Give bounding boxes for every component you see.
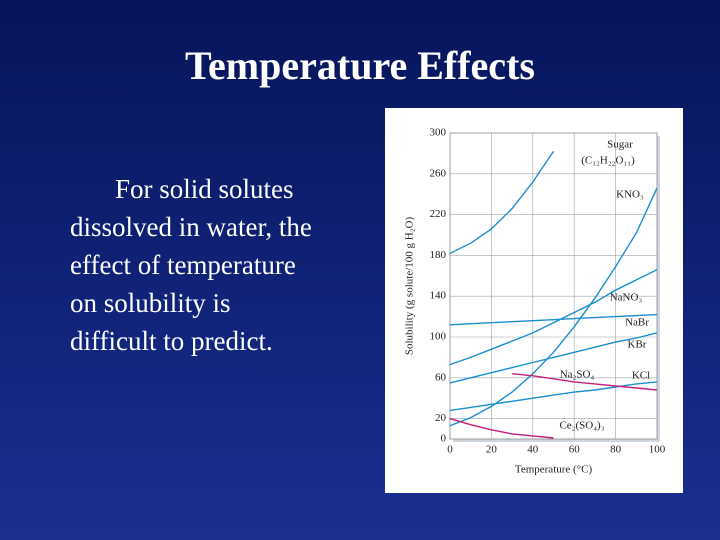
series-label: NaBr	[625, 317, 649, 329]
series-label: KCl	[632, 370, 650, 382]
body-line: on solubility is	[70, 288, 231, 318]
series-label: Ce₂(SO₄)₃	[559, 420, 604, 432]
body-line: difficult to predict.	[70, 326, 273, 356]
series-label: KNO₃	[616, 189, 644, 201]
series-label: Sugar	[607, 139, 633, 151]
series-line	[450, 332, 657, 384]
series-line	[450, 269, 657, 366]
plot-area	[449, 132, 658, 440]
series-label: NaNO₃	[610, 292, 643, 304]
x-tick-label: 60	[569, 444, 581, 456]
series-line	[450, 313, 657, 326]
body-line: effect of temperature	[70, 250, 296, 280]
body-line: dissolved in water, the	[70, 212, 312, 242]
y-axis-label: Solubility (g solute/100 g H₂O)	[404, 217, 416, 356]
x-tick-label: 40	[527, 444, 539, 456]
y-tick-label: 300	[430, 127, 447, 139]
series-label: (C₁₂H₂₂O₁₁)	[581, 155, 635, 167]
series-line	[450, 187, 657, 427]
series-label: KBr	[628, 339, 647, 351]
series-label: Na₂SO₄	[560, 369, 595, 381]
x-tick-label: 80	[610, 444, 622, 456]
y-tick-label: 140	[430, 290, 447, 302]
series-lines	[450, 151, 657, 439]
x-tick-label: 100	[649, 444, 666, 456]
y-tick-label: 20	[435, 412, 447, 424]
x-tick-label: 20	[486, 444, 498, 456]
series-line	[512, 373, 657, 391]
y-tick-label: 100	[430, 331, 447, 343]
series-line	[450, 417, 554, 439]
x-axis-label: Temperature (°C)	[515, 464, 593, 476]
y-tick-label: 180	[430, 249, 447, 261]
body-line: For solid solutes	[115, 174, 294, 204]
series-line	[450, 151, 555, 255]
y-tick-label: 60	[435, 371, 447, 383]
y-tick-label: 220	[430, 208, 447, 220]
x-tick-label: 0	[447, 444, 453, 456]
y-tick-label: 260	[430, 167, 447, 179]
slide-title: Temperature Effects	[185, 43, 535, 88]
y-tick-label: 0	[441, 433, 447, 445]
